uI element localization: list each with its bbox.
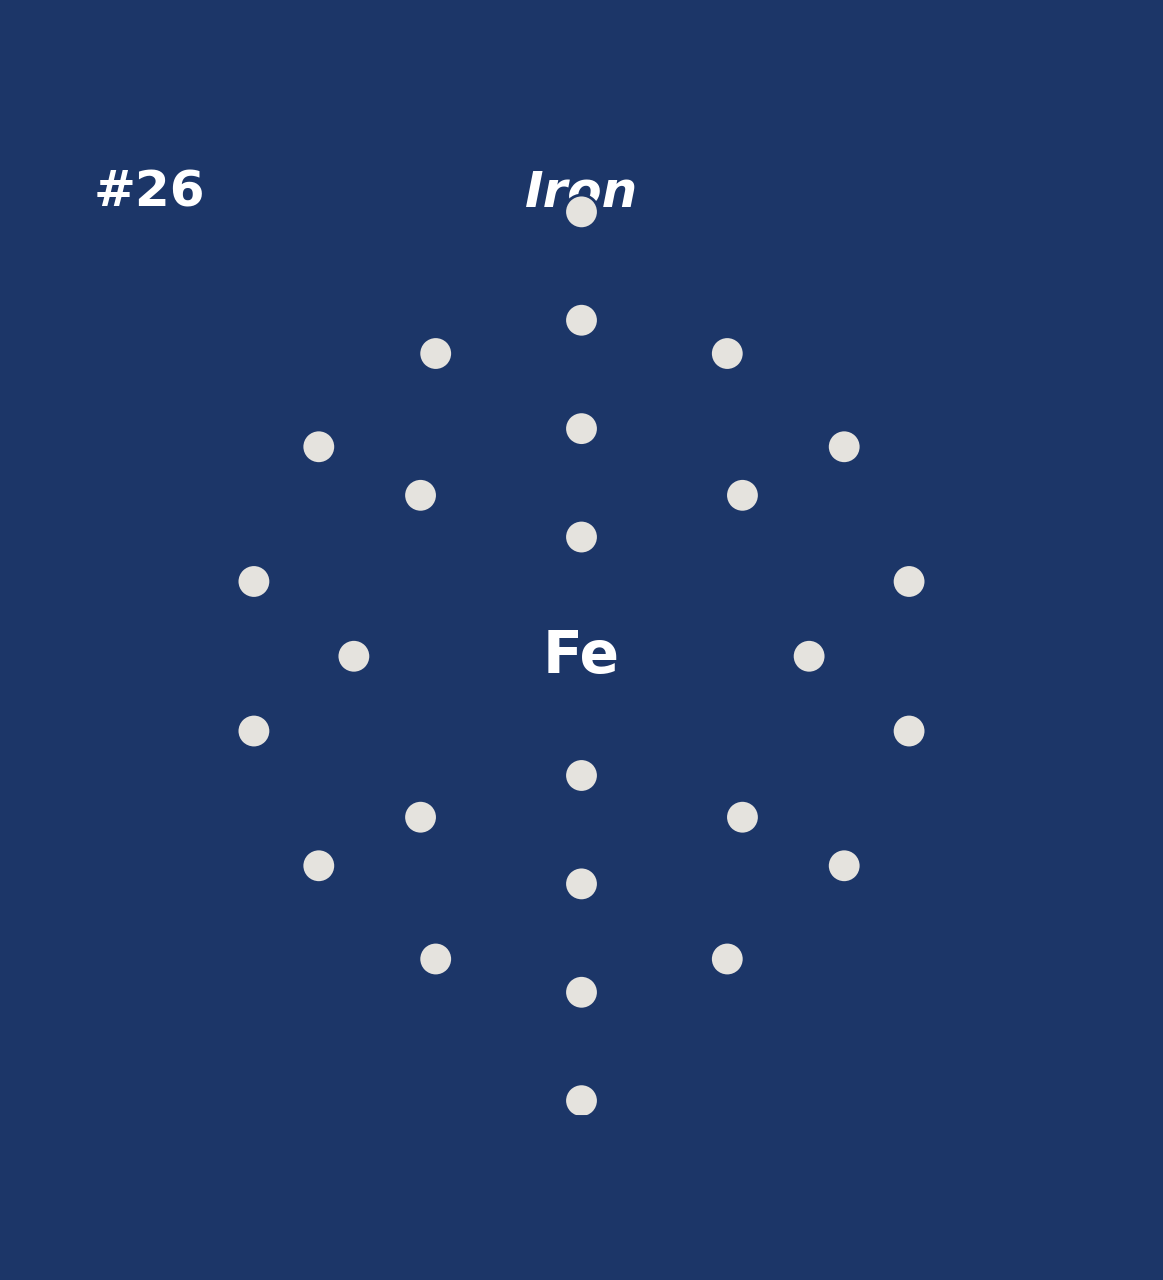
Text: ⦿: ⦿ [308,1152,324,1180]
Text: f: f [230,1152,240,1180]
Circle shape [892,564,926,598]
Text: #26: #26 [94,169,205,216]
Circle shape [711,337,744,370]
Circle shape [792,640,826,673]
Circle shape [827,430,861,463]
Circle shape [237,714,271,748]
Circle shape [565,759,598,792]
Text: ♀: ♀ [469,1152,488,1180]
Circle shape [302,849,336,883]
Circle shape [726,479,759,512]
Circle shape [337,640,371,673]
Circle shape [404,479,437,512]
Circle shape [827,849,861,883]
Text: ▶: ▶ [549,1152,571,1180]
Circle shape [565,520,598,554]
Circle shape [565,867,598,901]
Polygon shape [823,118,839,131]
Text: Iron: Iron [525,169,638,216]
Text: @chemistry1science: @chemistry1science [663,1152,950,1180]
Circle shape [565,1084,598,1117]
Circle shape [565,412,598,445]
Polygon shape [324,118,340,131]
Circle shape [504,579,659,735]
Circle shape [711,942,744,975]
Circle shape [237,564,271,598]
Circle shape [565,975,598,1009]
Text: ⓞ: ⓞ [388,1152,406,1180]
Circle shape [419,337,452,370]
Circle shape [404,800,437,835]
Circle shape [892,714,926,748]
FancyBboxPatch shape [43,118,1120,269]
Circle shape [565,195,598,229]
Circle shape [302,430,336,463]
Text: [Ar]3d¶4s²: [Ar]3d¶4s² [78,1052,326,1094]
Text: Fe: Fe [543,627,620,685]
Circle shape [726,800,759,835]
Circle shape [419,942,452,975]
Circle shape [565,303,598,337]
